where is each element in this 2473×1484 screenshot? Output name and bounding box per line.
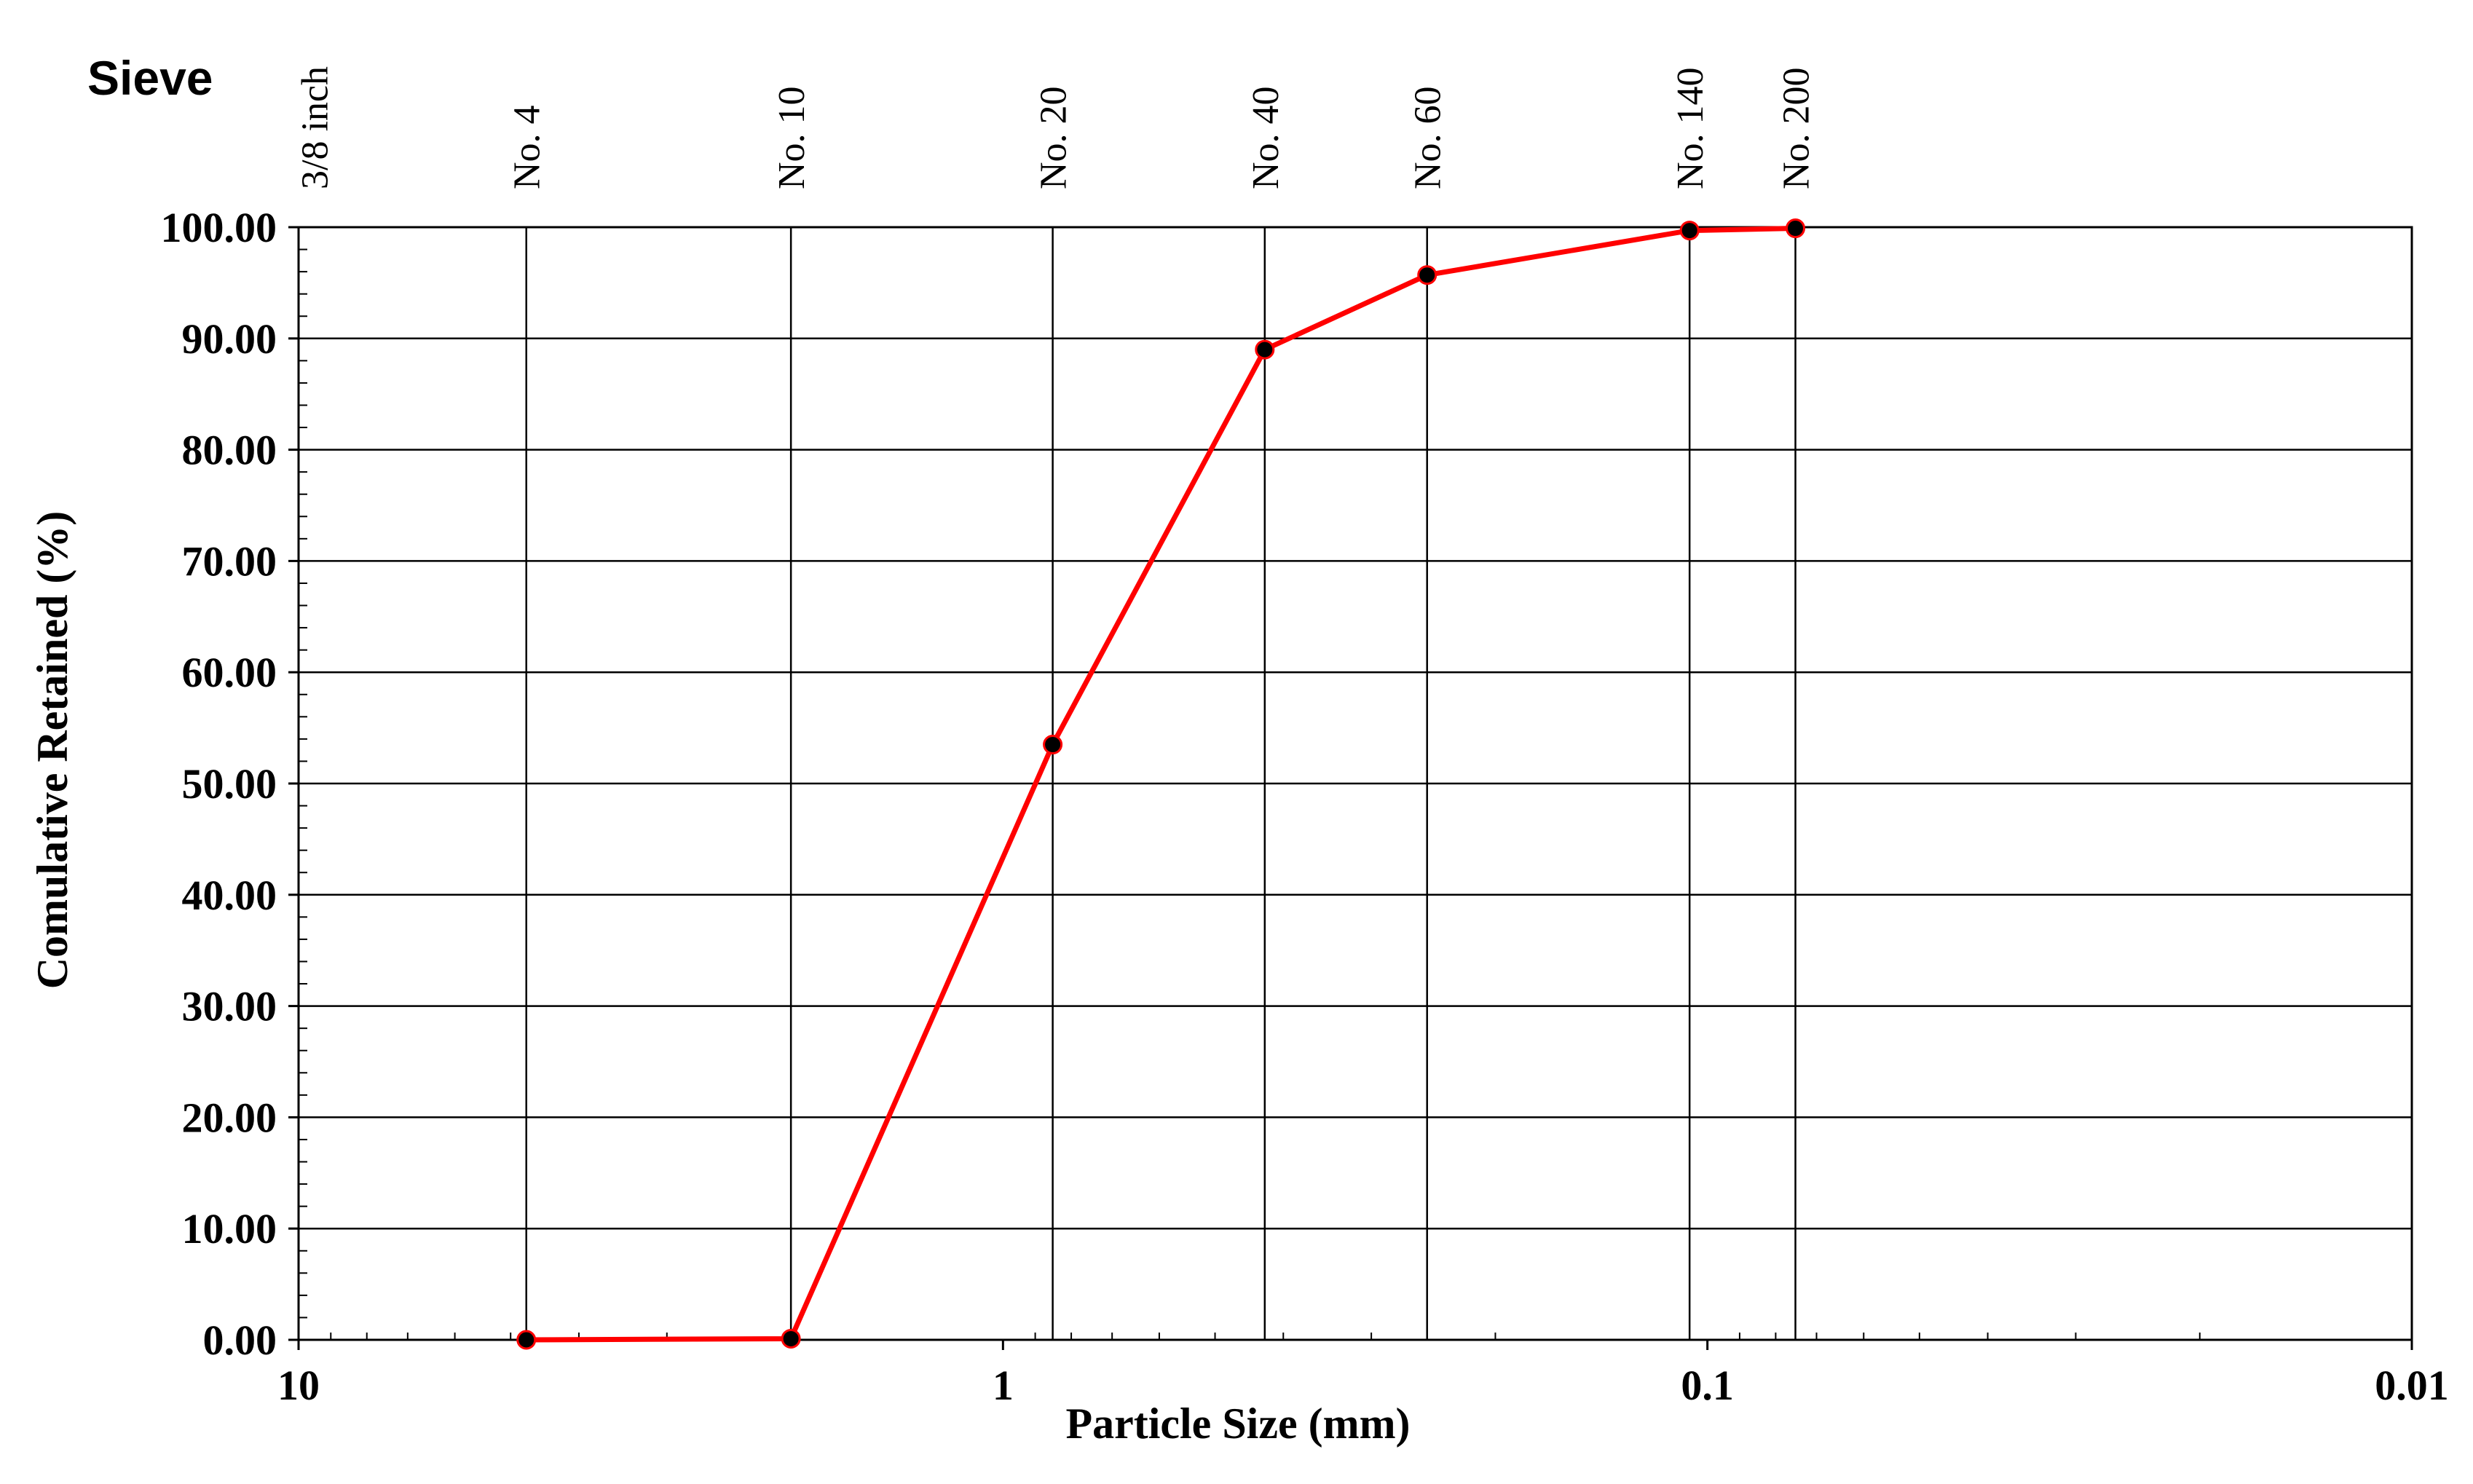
- y-tick-label-5: 50.00: [182, 760, 277, 808]
- y-tick-label-6: 60.00: [182, 649, 277, 696]
- y-tick-label-1: 10.00: [182, 1205, 277, 1252]
- data-point-0-3: [1255, 339, 1275, 360]
- x-tick-labels: 10 1 0.1 0.01: [277, 1362, 2449, 1409]
- x-tick-label-3: 0.01: [2375, 1362, 2449, 1409]
- sieve-heading: Sieve: [87, 51, 213, 105]
- y-tick-label-10: 100.00: [161, 204, 277, 251]
- data-point-0-2: [1043, 735, 1063, 755]
- sieve-label-7: No. 200: [1776, 67, 1818, 189]
- series: [516, 218, 1806, 1350]
- y-tick-label-2: 20.00: [182, 1094, 277, 1141]
- data-point-0-1: [781, 1328, 801, 1349]
- gridlines: [288, 226, 2413, 1350]
- x-axis-label: Particle Size (mm): [1065, 1400, 1410, 1448]
- x-tick-label-2: 0.1: [1681, 1362, 1734, 1409]
- data-point-0-4: [1417, 265, 1437, 285]
- y-tick-label-0: 0.00: [203, 1317, 277, 1364]
- sieve-label-4: No. 40: [1245, 86, 1287, 189]
- sieve-label-6: No. 140: [1670, 67, 1711, 189]
- x-tick-label-0: 10: [277, 1362, 320, 1409]
- sieve-label-0: 3/8 inch: [295, 66, 336, 189]
- minor-ticks: [299, 248, 2201, 1340]
- x-tick-label-1: 1: [993, 1362, 1014, 1409]
- y-tick-label-4: 40.00: [182, 872, 277, 919]
- y-tick-label-8: 80.00: [182, 427, 277, 474]
- data-point-0-6: [1786, 218, 1806, 239]
- y-tick-labels: 0.00 10.00 20.00 30.00 40.00 50.00 60.00 70.00 8…: [161, 204, 277, 1364]
- sieve-label-2: No. 10: [771, 86, 813, 189]
- y-tick-label-9: 90.00: [182, 315, 277, 363]
- sieve-label-1: No. 4: [507, 105, 548, 189]
- data-point-0-0: [516, 1330, 537, 1350]
- y-axis-label: Comulative Retained (%): [28, 511, 76, 990]
- sieve-label-5: No. 60: [1408, 86, 1449, 189]
- data-point-0-5: [1679, 221, 1700, 241]
- sieve-labels: 3/8 inch No. 4 No. 10 No. 20 No. 40 No. 60 No.…: [295, 66, 1818, 189]
- y-tick-label-3: 30.00: [182, 983, 277, 1030]
- sieve-label-3: No. 20: [1033, 86, 1075, 189]
- plot-frame: [297, 226, 2413, 1341]
- y-tick-label-7: 70.00: [182, 537, 277, 585]
